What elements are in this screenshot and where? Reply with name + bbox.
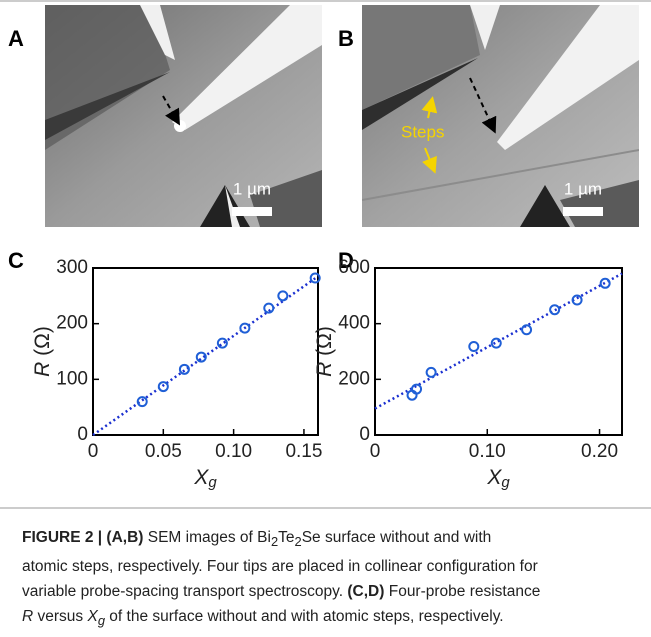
x-tick-label: 0.15	[285, 441, 322, 462]
steps-label: Steps	[401, 122, 444, 141]
y-tick-label: 0	[77, 424, 88, 445]
data-point	[216, 337, 228, 349]
caption-text: Se surface without and with	[301, 529, 492, 546]
y-tick-label: 100	[56, 368, 88, 389]
y-axis-label-main: R	[31, 362, 54, 377]
caption-text: versus	[33, 608, 88, 626]
data-point	[178, 363, 190, 375]
y-tick-label: 400	[338, 313, 370, 334]
data-point	[277, 290, 289, 302]
data-point	[195, 351, 207, 363]
data-point	[309, 272, 321, 284]
fit-line	[92, 275, 319, 437]
x-tick-label: 0	[88, 441, 99, 462]
y-axis-label-unit: (Ω)	[31, 326, 54, 356]
y-tick-label: 300	[56, 257, 88, 278]
x-tick-label: 0.20	[581, 441, 618, 462]
figure: Steps 1 µm 1 µm A B C D 0 0.05 0.10 0.15 0 10…	[0, 0, 651, 509]
chart: 0 0.05 0.10 0.15 0 100 200 300 Xg R (Ω)	[31, 257, 323, 491]
data-point	[599, 277, 611, 289]
y-tick-label: 200	[56, 313, 88, 334]
x-axis-label-main: X	[486, 466, 502, 489]
plot-frame	[92, 267, 319, 436]
x-axis-label-main: X	[193, 466, 209, 489]
x-tick-label: 0.10	[215, 441, 252, 462]
caption-italic: X	[87, 608, 98, 626]
x-tick-label: 0	[370, 441, 381, 462]
x-axis-label-sub: g	[501, 474, 510, 491]
x-tick-label: 0.05	[145, 441, 182, 462]
panel-label: B	[338, 26, 354, 51]
arrow	[421, 96, 438, 119]
caption-italic: g	[97, 613, 105, 629]
arrow	[469, 77, 497, 134]
data-point	[521, 324, 533, 336]
y-axis-label: R (Ω)	[31, 326, 54, 377]
caption-sub: 2	[294, 534, 302, 550]
arrow	[422, 147, 437, 174]
caption-text: variable probe-spacing transport spectro…	[22, 583, 348, 601]
x-axis-label: Xg	[193, 466, 217, 491]
scale-bar	[232, 207, 272, 216]
data-point	[411, 383, 423, 395]
x-tick-label: 0.10	[469, 441, 506, 462]
data-point	[263, 302, 275, 314]
sem-image-a	[45, 5, 322, 227]
chart: 0 0.10 0.20 0 200 400 600 Xg R (Ω)	[313, 257, 623, 491]
data-point	[549, 304, 561, 316]
caption-text: SEM images of Bi	[143, 529, 271, 546]
caption-text: Four-probe resistance	[384, 583, 541, 601]
panel-label: C	[8, 248, 24, 273]
y-axis-label-unit: (Ω)	[313, 326, 336, 356]
plot-frame	[374, 267, 623, 436]
panel-label: D	[338, 248, 354, 273]
caption-text: Te	[278, 529, 295, 546]
y-tick-label: 200	[338, 368, 370, 389]
y-axis-label-main: R	[313, 362, 336, 377]
data-point	[468, 340, 480, 352]
data-point	[136, 396, 148, 408]
caption-bold: (C,D)	[347, 583, 385, 601]
scale-bar-label: 1 µm	[564, 179, 602, 198]
y-tick-label: 0	[359, 424, 370, 445]
y-axis-label: R (Ω)	[313, 326, 336, 377]
data-point	[490, 337, 502, 349]
caption-bold: FIGURE 2 | (A,B)	[22, 529, 144, 546]
data-point	[239, 322, 251, 334]
fit-line	[374, 272, 623, 410]
caption-italic: R	[22, 608, 34, 626]
scale-bar	[563, 207, 603, 216]
data-point	[157, 381, 169, 393]
x-axis-label: Xg	[486, 466, 510, 491]
panel-label: A	[8, 26, 24, 51]
y-tick-label: 600	[338, 257, 370, 278]
caption: FIGURE 2 | (A,B) SEM images of Bi2Te2Se …	[22, 525, 642, 633]
caption-sub: g	[98, 613, 105, 628]
caption-text: atomic steps, respectively. Four tips ar…	[22, 558, 538, 576]
x-axis-label-sub: g	[208, 474, 217, 491]
scale-bar-label: 1 µm	[233, 179, 271, 198]
caption-sub: 2	[270, 534, 279, 550]
data-point	[571, 294, 583, 306]
data-point	[425, 366, 437, 378]
caption-text: of the surface without and with atomic s…	[105, 608, 504, 626]
